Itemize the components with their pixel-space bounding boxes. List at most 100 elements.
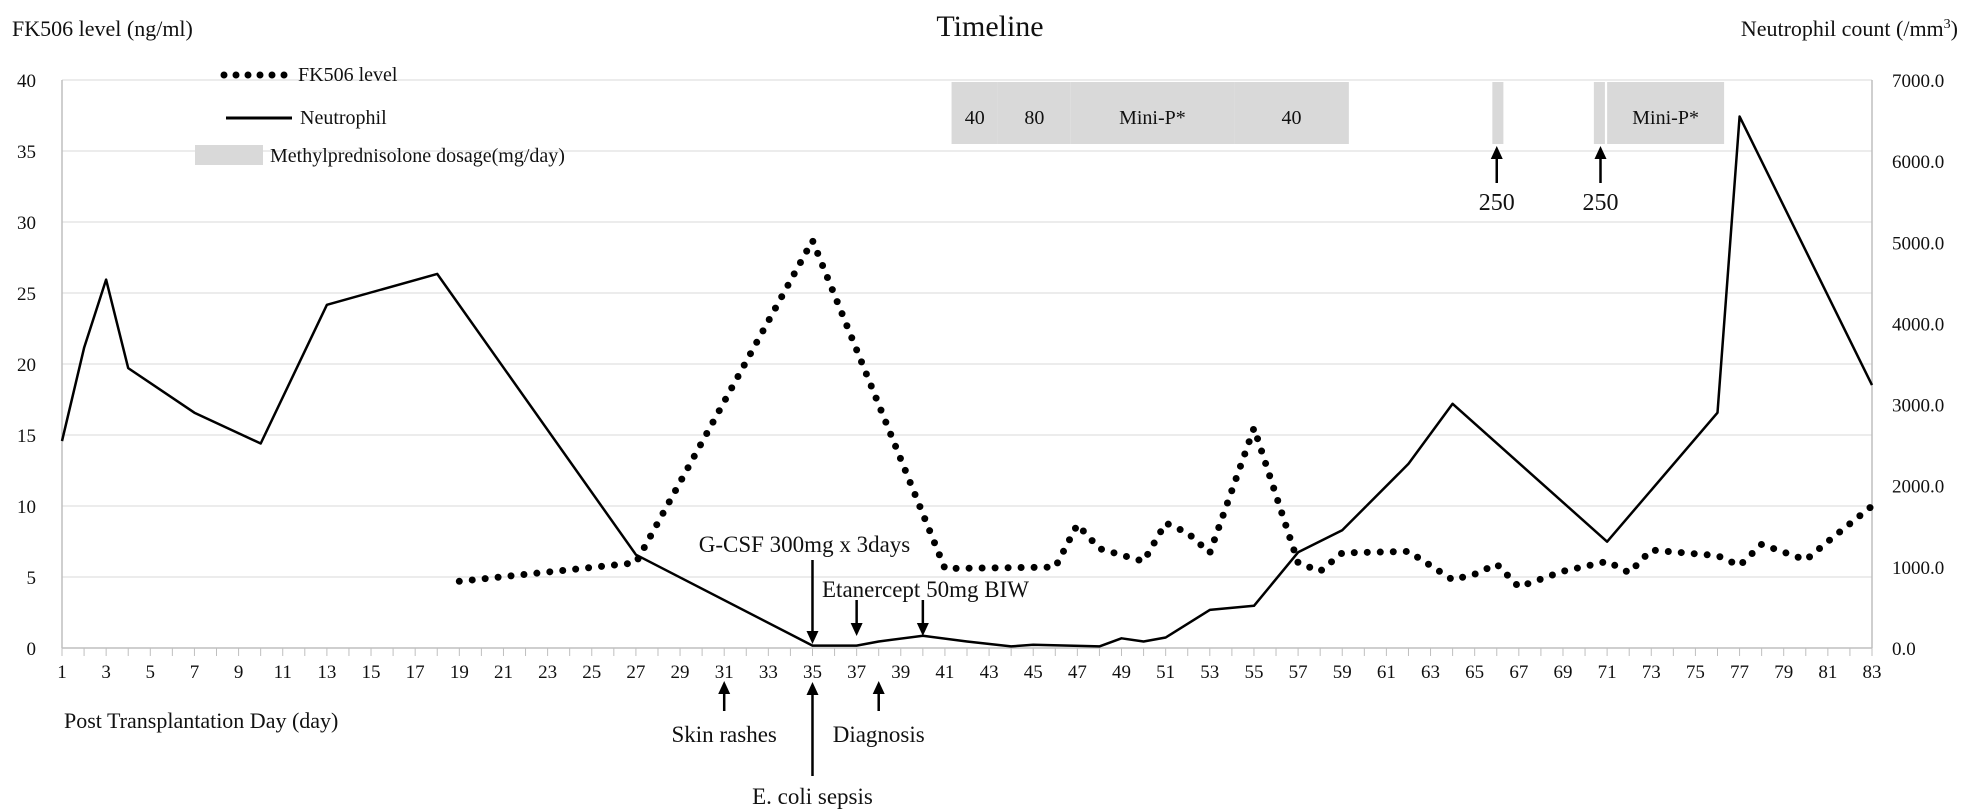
- x-tick-label: 45: [1024, 662, 1043, 683]
- methylpred-block: [1070, 82, 1235, 144]
- x-tick-label: 9: [234, 662, 244, 683]
- x-tick-label: 11: [274, 662, 292, 683]
- legend-fk506-label: FK506 level: [298, 64, 398, 86]
- x-tick-label: 17: [406, 662, 425, 683]
- annotations: 250 250 G-CSF 300mg x 3days Etanercept 50mg…: [671, 146, 1619, 809]
- x-tick-label: 83: [1863, 662, 1882, 683]
- x-tick-label: 1: [57, 662, 67, 683]
- etanercept-arrow-head: [850, 623, 863, 636]
- x-tick-label: 47: [1068, 662, 1087, 683]
- chart-title: Timeline: [936, 10, 1043, 43]
- x-tick-label: 41: [935, 662, 954, 683]
- x-tick-label: 13: [317, 662, 336, 683]
- x-tick-label: 67: [1509, 662, 1528, 683]
- x-tick-label: 55: [1244, 662, 1263, 683]
- x-tick-label: 53: [1200, 662, 1219, 683]
- x-tick-label: 51: [1156, 662, 1175, 683]
- etanercept-arrow-head: [916, 623, 929, 636]
- x-tick-label: 57: [1289, 662, 1308, 683]
- y-left-tick-label: 15: [17, 426, 36, 447]
- methylprednisolone-blocks: 40 80 Mini-P* 40 Mini-P*: [951, 82, 1725, 144]
- methylpred-block: [1492, 82, 1504, 144]
- y-right-tick-label: 0.0: [1892, 639, 1916, 660]
- x-tick-label: 61: [1377, 662, 1396, 683]
- methylpred-block-label: Mini-P*: [1632, 107, 1699, 129]
- x-tick-label: 79: [1774, 662, 1793, 683]
- x-tick-label: 43: [980, 662, 999, 683]
- legend-methylpred-swatch: [195, 145, 263, 165]
- y-right-tick-label: 2000.0: [1892, 477, 1944, 498]
- x-tick-label: 39: [891, 662, 910, 683]
- x-tick-label: 59: [1333, 662, 1352, 683]
- x-tick-label: 37: [847, 662, 866, 683]
- x-tick-label: 33: [759, 662, 778, 683]
- x-tick-label: 23: [538, 662, 557, 683]
- x-tick-label: 63: [1421, 662, 1440, 683]
- x-axis-ticks: 1 3 5 7 9 11 13 15 17 19 21 23 25 27 29 31 33 35 37 39 41 43 4…: [57, 648, 1882, 683]
- methylpred-block: [1607, 82, 1725, 144]
- gcsf-arrow-head: [806, 631, 819, 644]
- x-tick-label: 77: [1730, 662, 1749, 683]
- y-left-tick-label: 25: [17, 284, 36, 305]
- y-axis-right-label: Neutrophil count (/mm3): [1741, 16, 1958, 41]
- sepsis-arrow-head: [806, 682, 819, 695]
- y-axis-left-ticks: 0 5 10 15 20 25 30 35 40: [17, 71, 36, 660]
- pulse-arrow-head: [1594, 146, 1607, 159]
- x-tick-label: 31: [715, 662, 734, 683]
- y-right-tick-label: 3000.0: [1892, 396, 1944, 417]
- y-axis-right-ticks: 0.0 1000.0 2000.0 3000.0 4000.0 5000.0 6000.0 7…: [1892, 71, 1944, 660]
- y-left-tick-label: 0: [27, 639, 37, 660]
- pulse-arrow-head: [1490, 146, 1503, 159]
- y-left-tick-label: 10: [17, 497, 36, 518]
- fk506-series-line: [455, 237, 1876, 591]
- methylpred-block-label: 40: [965, 107, 985, 129]
- x-tick-label: 19: [450, 662, 469, 683]
- pulse-dose-label: 250: [1479, 190, 1515, 216]
- x-tick-label: 29: [671, 662, 690, 683]
- y-right-tick-label: 1000.0: [1892, 558, 1944, 579]
- x-tick-label: 27: [626, 662, 645, 683]
- x-tick-label: 21: [494, 662, 513, 683]
- y-left-tick-label: 30: [17, 213, 36, 234]
- event-arrow-head: [718, 681, 731, 694]
- event-arrow-head: [872, 681, 885, 694]
- x-tick-label: 15: [362, 662, 381, 683]
- legend: FK506 level Neutrophil Methylprednisolon…: [195, 64, 565, 167]
- methylpred-block: [1234, 82, 1349, 144]
- y-right-tick-label: 6000.0: [1892, 152, 1944, 173]
- x-tick-label: 35: [803, 662, 822, 683]
- y-right-tick-label: 5000.0: [1892, 233, 1944, 254]
- y-left-tick-label: 5: [27, 568, 37, 589]
- x-tick-label: 73: [1642, 662, 1661, 683]
- x-tick-label: 69: [1553, 662, 1572, 683]
- y-right-tick-label: 7000.0: [1892, 71, 1944, 92]
- y-left-tick-label: 35: [17, 142, 36, 163]
- gridlines: [62, 79, 1872, 578]
- legend-neutrophil-label: Neutrophil: [300, 107, 387, 129]
- methylpred-block: [951, 82, 998, 144]
- x-tick-label: 65: [1465, 662, 1484, 683]
- x-tick-label: 3: [101, 662, 111, 683]
- x-axis-label: Post Transplantation Day (day): [64, 708, 338, 733]
- x-tick-label: 71: [1598, 662, 1617, 683]
- event-label: Diagnosis: [833, 722, 925, 747]
- methylpred-block: [1593, 82, 1605, 144]
- pulse-dose-label: 250: [1583, 190, 1619, 216]
- methylpred-block: [997, 82, 1071, 144]
- etanercept-label: Etanercept 50mg BIW: [822, 577, 1029, 602]
- methylpred-block-label: 80: [1024, 107, 1044, 129]
- x-tick-label: 5: [146, 662, 156, 683]
- sepsis-label: E. coli sepsis: [752, 784, 873, 809]
- x-tick-label: 7: [190, 662, 200, 683]
- y-axis-left-label: FK506 level (ng/ml): [12, 16, 193, 41]
- y-left-tick-label: 40: [17, 71, 36, 92]
- y-left-tick-label: 20: [17, 355, 36, 376]
- gcsf-label: G-CSF 300mg x 3days: [699, 532, 911, 557]
- y-right-tick-label: 4000.0: [1892, 314, 1944, 335]
- legend-methylpred-label: Methylprednisolone dosage(mg/day): [270, 145, 565, 167]
- x-tick-label: 75: [1686, 662, 1705, 683]
- neutrophil-series-line: [60, 115, 1874, 648]
- x-tick-label: 81: [1818, 662, 1837, 683]
- x-tick-label: 25: [582, 662, 601, 683]
